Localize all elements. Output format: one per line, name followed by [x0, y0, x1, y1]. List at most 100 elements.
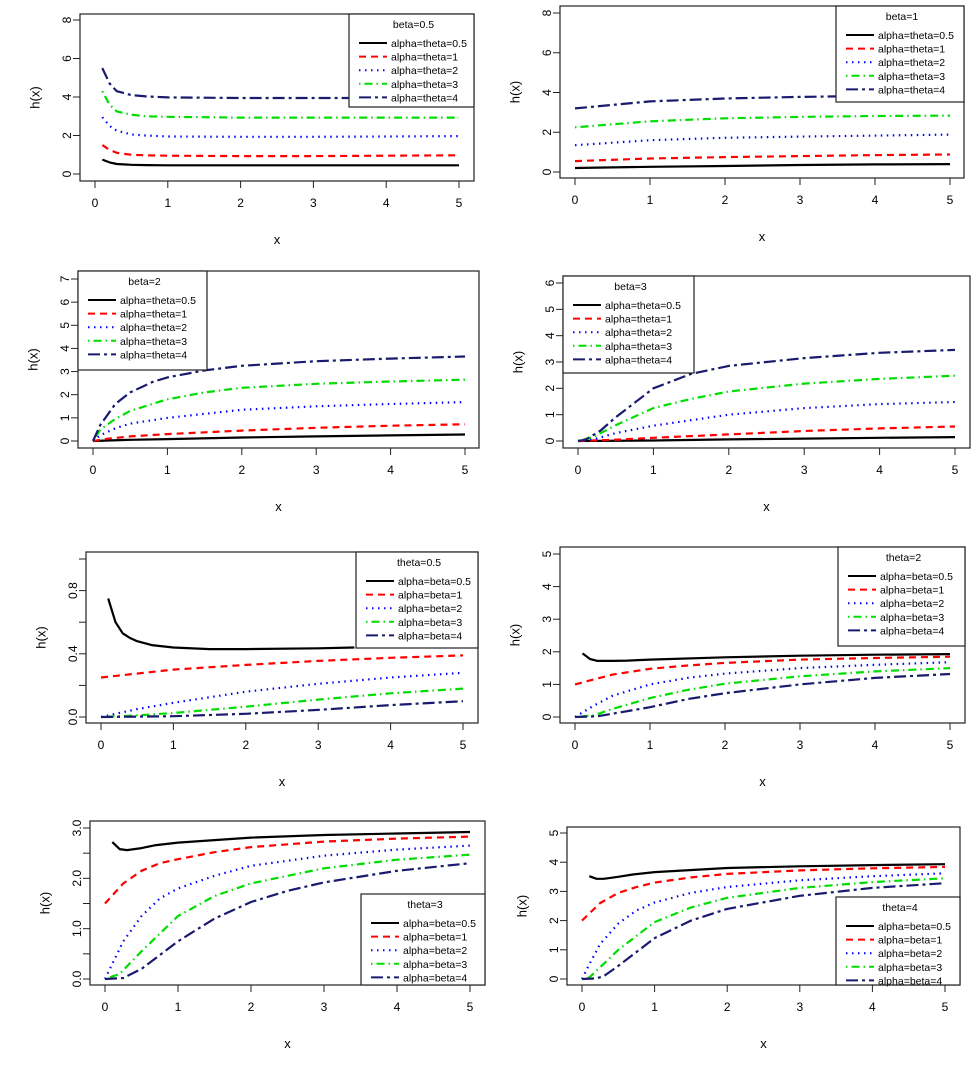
- legend: theta=0.5alpha=beta=0.5alpha=beta=1alpha…: [355, 551, 479, 649]
- series-line-alpha=theta=3: [92, 378, 466, 442]
- x-tick-label: 5: [462, 463, 469, 477]
- legend-box: [348, 13, 475, 108]
- y-tick-label: 3: [543, 358, 557, 365]
- legend: beta=3alpha=theta=0.5alpha=theta=1alpha=…: [562, 275, 695, 374]
- y-tick-label: 5: [540, 550, 554, 557]
- y-tick-label: 1: [540, 681, 554, 688]
- legend: beta=1alpha=theta=0.5alpha=theta=1alpha=…: [835, 5, 965, 103]
- y-tick-label: 6: [540, 49, 554, 56]
- legend-box: [562, 275, 695, 374]
- y-tick-label: 0: [58, 437, 72, 444]
- legend-title: theta=2: [886, 552, 921, 564]
- y-tick-label: 1: [547, 946, 561, 953]
- x-tick-label: 1: [651, 1000, 658, 1014]
- x-tick-label: 0: [572, 738, 579, 752]
- y-tick-label: 1: [58, 414, 72, 421]
- legend-entry: alpha=theta=4: [120, 349, 187, 361]
- series-line-alpha=beta=0.5: [107, 598, 355, 651]
- legend-entry: alpha=theta=3: [120, 336, 187, 348]
- y-tick-label: 0.0: [66, 708, 80, 725]
- y-tick-label: 6: [543, 279, 557, 286]
- series-line-alpha=beta=3: [100, 687, 464, 719]
- y-axis-label: h(x): [508, 624, 523, 646]
- legend-entry: alpha=theta=2: [878, 57, 945, 69]
- chart-panel-3: 0 1 2 3 4 5 0 1 2 3 4 5 6 7 x h(x) beta=2 alpha=theta=0.5…: [26, 270, 480, 514]
- legend-entry: alpha=theta=3: [878, 71, 945, 83]
- y-axis-label: h(x): [511, 351, 526, 373]
- chart-panel-8: 0 1 2 3 4 5 0 1 2 3 4 5 x h(x) theta=4 alpha=beta=0.5 al…: [515, 826, 961, 1051]
- y-tick-label: 4: [543, 332, 557, 339]
- series-line-alpha=theta=2: [574, 133, 951, 147]
- series-line-alpha=beta=0.5: [588, 863, 946, 880]
- x-tick-label: 0: [90, 463, 97, 477]
- series-line-alpha=theta=1: [92, 423, 466, 443]
- legend-entry: alpha=theta=3: [391, 79, 458, 91]
- legend-entry: alpha=beta=0.5: [880, 571, 953, 583]
- x-tick-label: 1: [175, 1000, 182, 1014]
- x-tick-label: 1: [170, 738, 177, 752]
- x-tick-label: 4: [869, 1000, 876, 1014]
- series-line-alpha=beta=0.5: [581, 652, 951, 663]
- chart-panel-4: 0 1 2 3 4 5 0 1 2 3 4 5 6 x h(x) beta=3 alpha=theta=0.5 a…: [511, 275, 971, 514]
- y-tick-label: 0.4: [66, 645, 80, 662]
- series-line-alpha=beta=1: [100, 654, 464, 679]
- legend-entry: alpha=beta=0.5: [398, 576, 471, 588]
- x-axis-label: x: [763, 499, 770, 514]
- x-tick-label: 3: [796, 1000, 803, 1014]
- series-line-alpha=theta=2: [92, 401, 466, 442]
- x-tick-label: 2: [722, 738, 729, 752]
- x-tick-label: 2: [722, 193, 729, 207]
- series-line-alpha=theta=3: [574, 114, 951, 129]
- x-tick-label: 3: [801, 463, 808, 477]
- legend-title: beta=3: [614, 281, 647, 293]
- y-tick-label: 4: [58, 345, 72, 352]
- series-line-alpha=beta=1: [581, 865, 946, 922]
- series-line-alpha=beta=3: [581, 877, 946, 981]
- y-tick-label: 6: [60, 55, 74, 62]
- y-tick-label: 3.0: [70, 819, 84, 836]
- legend: beta=0.5alpha=theta=0.5alpha=theta=1alph…: [348, 13, 475, 108]
- x-tick-label: 0: [572, 193, 579, 207]
- series-line-alpha=theta=2: [577, 400, 956, 443]
- legend-entry: alpha=theta=1: [391, 52, 458, 64]
- y-tick-label: 0.8: [66, 582, 80, 599]
- x-tick-label: 3: [797, 193, 804, 207]
- legend-entry: alpha=beta=4: [880, 625, 944, 637]
- x-tick-label: 4: [383, 196, 390, 210]
- x-tick-label: 2: [238, 463, 245, 477]
- legend-title: theta=4: [882, 902, 917, 914]
- x-tick-label: 2: [724, 1000, 731, 1014]
- legend-entry: alpha=beta=2: [403, 945, 467, 957]
- x-tick-label: 0: [92, 196, 99, 210]
- legend-box: [360, 893, 486, 986]
- y-tick-label: 5: [547, 829, 561, 836]
- legend-entry: alpha=theta=0.5: [391, 38, 467, 50]
- y-tick-label: 0.0: [70, 970, 84, 987]
- x-tick-label: 1: [164, 196, 171, 210]
- x-tick-label: 1: [647, 738, 654, 752]
- y-tick-label: 3: [58, 368, 72, 375]
- y-tick-label: 3: [540, 616, 554, 623]
- y-axis-label: h(x): [515, 895, 530, 917]
- series-line-alpha=beta=3: [104, 853, 471, 981]
- series-line-alpha=beta=1: [574, 655, 951, 686]
- y-tick-label: 0: [543, 437, 557, 444]
- legend-entry: alpha=theta=3: [605, 341, 672, 353]
- series-line-alpha=theta=1: [577, 425, 956, 443]
- y-tick-label: 0: [540, 713, 554, 720]
- legend-entry: alpha=beta=2: [398, 603, 462, 615]
- x-tick-label: 4: [872, 738, 879, 752]
- series-line-alpha=theta=4: [577, 348, 956, 443]
- y-tick-label: 1: [543, 411, 557, 418]
- y-tick-label: 0: [547, 975, 561, 982]
- x-tick-label: 1: [164, 463, 171, 477]
- legend-entry: alpha=beta=2: [878, 948, 942, 960]
- legend-box: [835, 896, 961, 986]
- x-tick-label: 3: [321, 1000, 328, 1014]
- y-tick-label: 8: [60, 16, 74, 23]
- y-tick-label: 4: [547, 859, 561, 866]
- x-axis-label: x: [759, 774, 766, 789]
- legend: beta=2alpha=theta=0.5alpha=theta=1alpha=…: [77, 270, 208, 371]
- y-tick-label: 2: [540, 129, 554, 136]
